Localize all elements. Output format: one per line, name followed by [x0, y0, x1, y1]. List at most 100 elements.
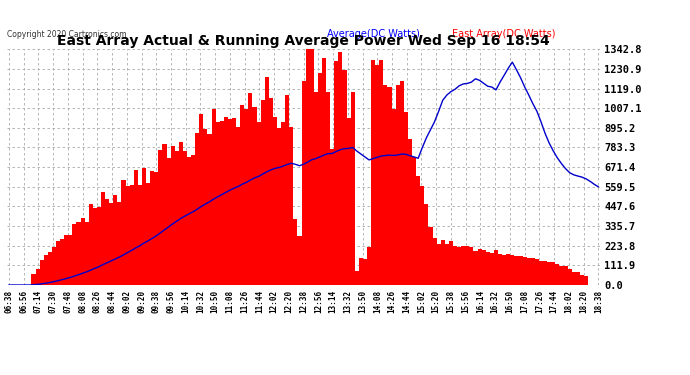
Bar — [232, 118, 236, 285]
Bar — [441, 240, 445, 285]
Bar — [126, 186, 130, 285]
Bar — [580, 275, 584, 285]
Bar — [465, 246, 469, 285]
Bar — [277, 128, 281, 285]
Bar — [281, 123, 285, 285]
Bar — [179, 142, 183, 285]
Bar — [346, 118, 351, 285]
Bar — [166, 158, 170, 285]
Bar — [331, 149, 334, 285]
Bar — [457, 247, 461, 285]
Bar — [506, 254, 511, 285]
Bar — [564, 266, 568, 285]
Bar — [322, 58, 326, 285]
Bar — [236, 127, 240, 285]
Bar — [334, 61, 338, 285]
Bar — [32, 274, 36, 285]
Bar — [64, 234, 68, 285]
Bar — [155, 172, 158, 285]
Bar — [187, 157, 191, 285]
Text: East Array(DC Watts): East Array(DC Watts) — [452, 29, 555, 39]
Bar — [72, 224, 77, 285]
Bar — [81, 217, 85, 285]
Bar — [560, 266, 564, 285]
Bar — [101, 192, 105, 285]
Bar — [371, 60, 375, 285]
Bar — [77, 222, 81, 285]
Bar — [130, 185, 134, 285]
Bar — [326, 92, 331, 285]
Bar — [134, 170, 138, 285]
Bar — [302, 81, 306, 285]
Bar — [375, 65, 380, 285]
Bar — [318, 73, 322, 285]
Bar — [48, 252, 52, 285]
Bar — [486, 252, 490, 285]
Bar — [388, 87, 392, 285]
Bar — [39, 260, 43, 285]
Bar — [215, 122, 219, 285]
Bar — [117, 202, 121, 285]
Bar — [240, 105, 244, 285]
Bar — [244, 109, 248, 285]
Text: Copyright 2020 Cartronics.com: Copyright 2020 Cartronics.com — [7, 30, 126, 39]
Bar — [36, 269, 39, 285]
Bar — [60, 238, 64, 285]
Bar — [461, 246, 465, 285]
Bar — [338, 53, 342, 285]
Bar — [420, 186, 424, 285]
Bar — [105, 199, 109, 285]
Bar — [208, 134, 212, 285]
Bar — [269, 98, 273, 285]
Bar — [191, 155, 195, 285]
Bar — [494, 250, 498, 285]
Bar — [56, 241, 60, 285]
Bar — [162, 144, 166, 285]
Bar — [212, 109, 215, 285]
Bar — [551, 262, 555, 285]
Bar — [89, 204, 93, 285]
Bar — [310, 49, 314, 285]
Bar — [380, 60, 384, 285]
Bar — [445, 244, 449, 285]
Bar — [367, 247, 371, 285]
Bar — [511, 255, 514, 285]
Bar — [531, 258, 535, 285]
Bar — [97, 207, 101, 285]
Bar — [183, 151, 187, 285]
Bar — [146, 183, 150, 285]
Bar — [416, 176, 420, 285]
Bar — [555, 264, 560, 285]
Bar — [392, 109, 395, 285]
Bar — [490, 253, 494, 285]
Bar — [428, 227, 433, 285]
Bar — [482, 250, 486, 285]
Bar — [342, 70, 346, 285]
Bar — [121, 180, 126, 285]
Bar — [199, 114, 204, 285]
Bar — [248, 93, 253, 285]
Bar — [571, 272, 575, 285]
Bar — [273, 117, 277, 285]
Bar — [43, 255, 48, 285]
Bar — [170, 146, 175, 285]
Bar — [535, 259, 539, 285]
Bar — [412, 156, 416, 285]
Bar — [355, 271, 359, 285]
Bar — [253, 107, 257, 285]
Bar — [543, 261, 547, 285]
Bar — [150, 171, 155, 285]
Bar — [514, 256, 518, 285]
Bar — [195, 134, 199, 285]
Bar — [568, 269, 571, 285]
Bar — [522, 257, 526, 285]
Bar — [575, 272, 580, 285]
Bar — [526, 258, 531, 285]
Bar — [498, 254, 502, 285]
Bar — [547, 262, 551, 285]
Bar — [297, 236, 302, 285]
Bar — [261, 100, 265, 285]
Bar — [93, 208, 97, 285]
Bar — [363, 260, 367, 285]
Bar — [113, 195, 117, 285]
